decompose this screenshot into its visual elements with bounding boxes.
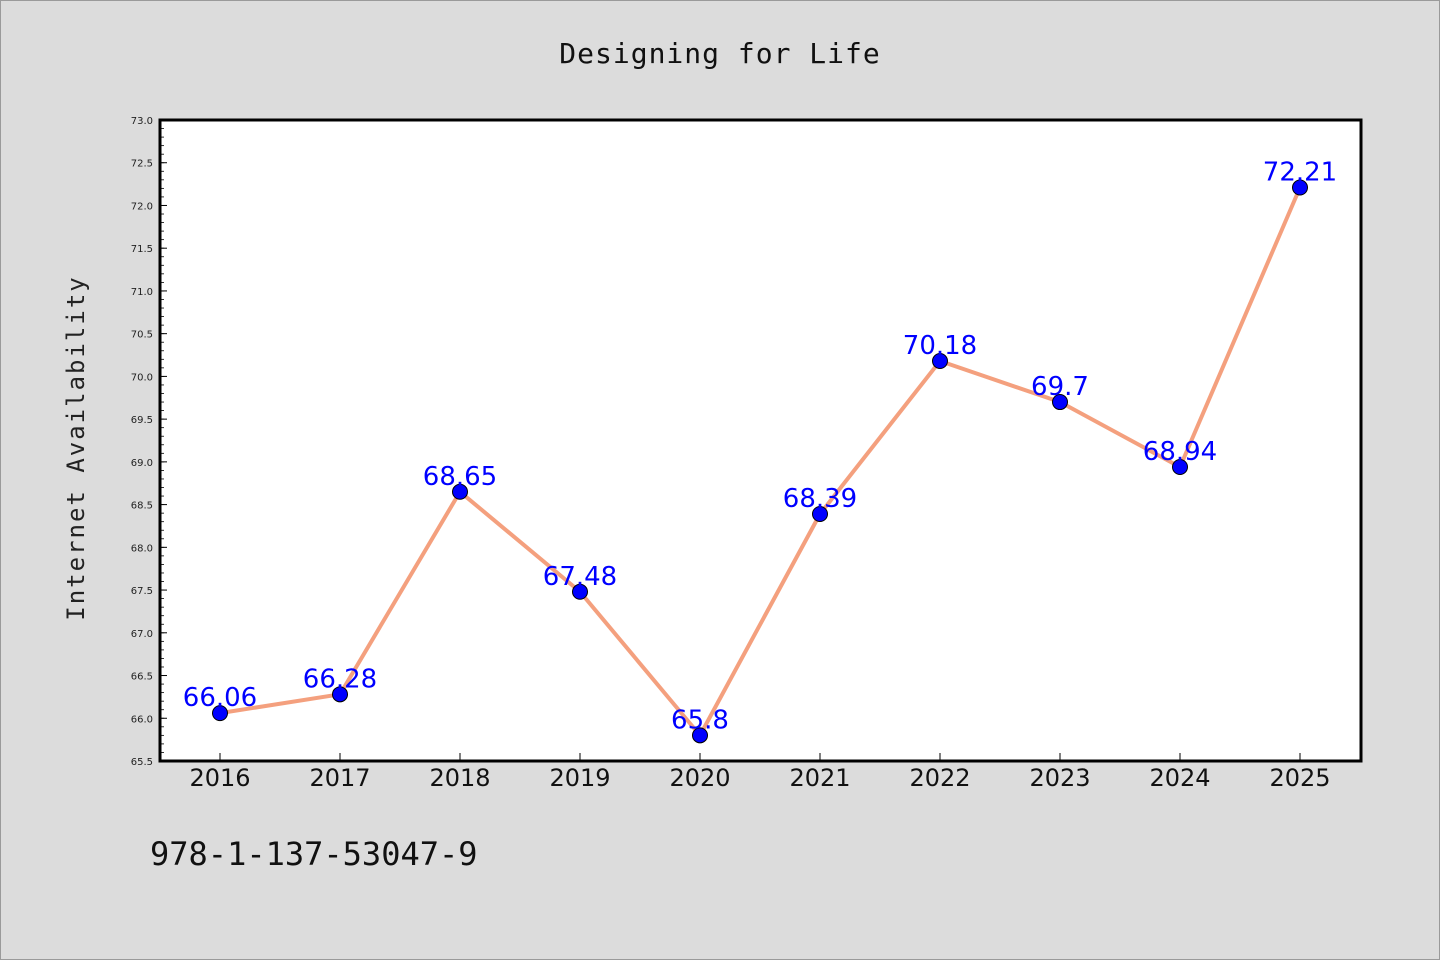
y-tick-label: 69.0: [131, 458, 153, 469]
data-point: [332, 686, 348, 703]
x-tick-label: 2018: [429, 764, 490, 792]
plot-area: [160, 120, 1361, 761]
x-tick-label: 2023: [1029, 764, 1090, 792]
data-labels: 66.06 66.28 68.65 67.48 65.8 68.39 70.18 69.7 68…: [183, 158, 1337, 736]
series-line: [219, 186, 1302, 738]
y-tick-label: 73.0: [131, 116, 153, 127]
y-tick-label: 69.5: [131, 415, 153, 426]
footer-isbn: 978-1-137-53047-9: [150, 835, 478, 873]
data-point: [572, 583, 588, 600]
data-point: [1292, 179, 1308, 196]
y-tick-label: 72.5: [131, 159, 153, 170]
chart-title: Designing for Life: [559, 37, 880, 70]
data-point: [452, 483, 468, 500]
data-label: 68.65: [423, 462, 497, 492]
x-tick-label: 2025: [1269, 764, 1330, 792]
data-label: 66.28: [303, 664, 377, 694]
y-tick-label: 71.0: [131, 287, 153, 298]
data-label: 72.21: [1263, 158, 1337, 188]
data-label: 69.7: [1031, 372, 1089, 402]
data-point: [1172, 458, 1188, 475]
data-label: 68.39: [783, 484, 857, 514]
data-point: [1052, 394, 1068, 411]
x-tick-label: 2017: [309, 764, 370, 792]
x-tick-label: 2020: [669, 764, 730, 792]
x-tick-label: 2019: [549, 764, 610, 792]
y-tick-label: 67.5: [131, 586, 153, 597]
data-point: [212, 705, 228, 722]
y-tick-label: 66.0: [131, 714, 153, 725]
data-label: 70.18: [903, 331, 977, 361]
x-tick-label: 2021: [789, 764, 850, 792]
y-axis-label: Internet Availability: [62, 275, 90, 620]
data-label: 66.06: [183, 683, 257, 713]
y-tick-label: 72.0: [131, 201, 153, 212]
y-tick-label: 66.5: [131, 672, 153, 683]
y-tick-label: 68.0: [131, 543, 153, 554]
y-tick-label: 71.5: [131, 244, 153, 255]
y-tick-label: 70.5: [131, 330, 153, 341]
y-tick-label: 65.5: [131, 757, 153, 768]
x-tick-label: 2024: [1149, 764, 1210, 792]
data-label: 67.48: [543, 562, 617, 592]
data-markers: [212, 179, 1308, 744]
x-tick-label: 2016: [189, 764, 250, 792]
y-tick-label: 70.0: [131, 372, 153, 383]
plot-border: [158, 118, 1363, 763]
data-point: [932, 353, 948, 370]
x-tick-label: 2022: [909, 764, 970, 792]
data-point: [812, 506, 828, 523]
y-tick-label: 67.0: [131, 629, 153, 640]
data-label: 65.8: [671, 705, 729, 735]
data-label: 68.94: [1143, 437, 1217, 467]
y-tick-label: 68.5: [131, 501, 153, 512]
data-point: [692, 727, 708, 744]
series-line-group: [219, 186, 1302, 738]
